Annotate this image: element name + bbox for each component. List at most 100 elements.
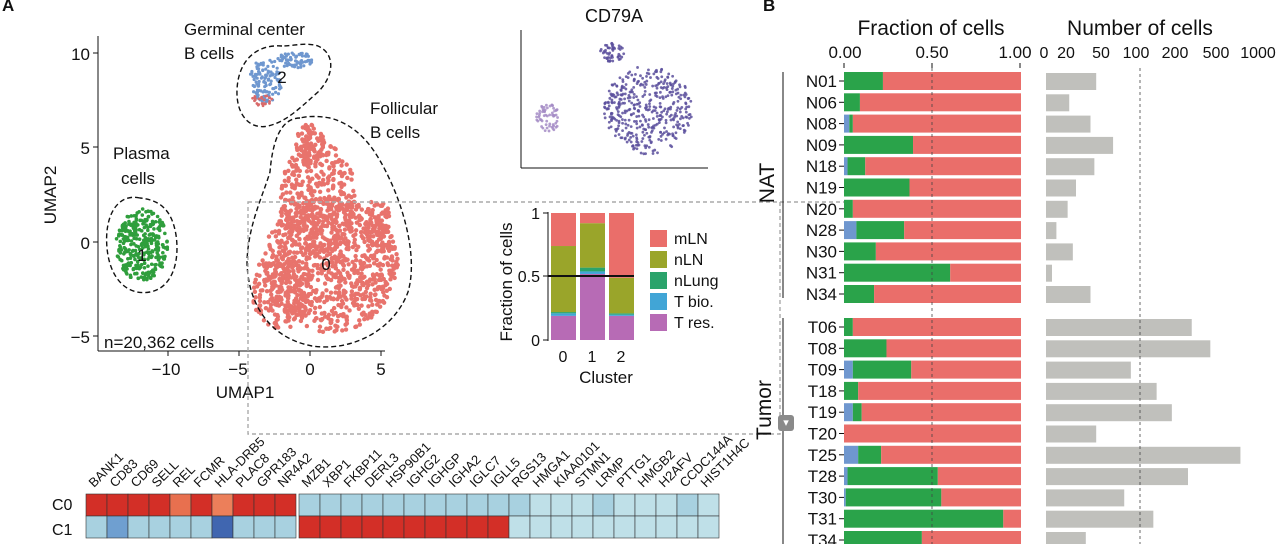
umap-point — [280, 54, 285, 58]
umap-point — [118, 257, 122, 262]
umap-point — [350, 211, 356, 217]
umap-point — [318, 317, 323, 322]
inset-point — [624, 126, 628, 130]
sample-label: N19 — [806, 179, 837, 198]
inset-point — [671, 132, 674, 136]
heatmap-cell — [361, 515, 384, 539]
inset-point — [643, 93, 647, 97]
umap-xtick-label: −5 — [228, 360, 247, 379]
heatmap-cell — [445, 515, 468, 539]
inset-point — [682, 131, 686, 134]
umap-point — [263, 76, 267, 80]
umap-point — [303, 122, 308, 128]
heatmap-cell — [190, 515, 213, 539]
inset-point — [610, 98, 614, 102]
inset-point — [647, 145, 651, 149]
umap-point — [129, 239, 134, 243]
inset-point — [623, 97, 627, 101]
umap-point — [146, 225, 150, 230]
umap-point — [260, 75, 264, 79]
umap-point — [375, 232, 380, 237]
umap-point — [263, 89, 267, 93]
number-tick-label: 20 — [1057, 45, 1075, 62]
umap-point — [375, 262, 380, 268]
umap-point — [254, 284, 260, 289]
umap-point — [296, 194, 302, 199]
inset-point — [667, 72, 671, 76]
umap-point — [285, 311, 291, 317]
number-tick-label: 100 — [1123, 45, 1150, 62]
number-bar — [1046, 468, 1188, 486]
inset-point — [641, 76, 645, 80]
umap-point — [365, 256, 371, 261]
umap-point — [150, 219, 155, 224]
inset-point — [607, 104, 611, 108]
inset-point — [626, 132, 630, 136]
inset-point — [618, 48, 622, 51]
inset-point — [643, 133, 646, 137]
umap-point — [335, 284, 341, 289]
number-bar — [1046, 286, 1091, 303]
umap-point — [306, 218, 312, 223]
inset-point — [650, 140, 653, 144]
inset-point — [635, 126, 639, 130]
inset-point — [630, 101, 634, 105]
inset-point — [640, 123, 644, 127]
umap-point — [314, 287, 319, 293]
umap-point — [279, 281, 284, 286]
umap-point — [344, 195, 349, 200]
umap-point — [307, 179, 312, 184]
umap-point — [279, 213, 284, 218]
inset-point — [614, 134, 617, 138]
umap-point — [332, 329, 337, 334]
umap-point — [126, 238, 131, 243]
umap-point — [295, 205, 300, 210]
umap-point — [330, 248, 335, 254]
umap-point — [295, 131, 301, 137]
heatmap-cell — [676, 493, 699, 517]
umap-xtick-label: −10 — [152, 360, 181, 379]
inset-point — [669, 83, 673, 86]
umap-point — [252, 77, 256, 82]
composition-bar-segment — [551, 315, 576, 340]
inset-point — [643, 80, 647, 84]
heatmap-cell — [508, 493, 531, 517]
inset-point — [540, 119, 544, 123]
inset-point — [637, 114, 641, 118]
umap-point — [288, 62, 292, 67]
umap-point — [358, 275, 363, 280]
inset-point — [665, 110, 669, 114]
umap-point — [252, 84, 256, 88]
inset-point — [538, 111, 542, 115]
umap-point — [329, 230, 334, 235]
umap-point — [350, 300, 356, 306]
umap-point — [367, 263, 373, 268]
umap-point — [154, 255, 158, 260]
chevron-down-icon[interactable]: ▾ — [778, 415, 794, 431]
umap-point — [253, 94, 257, 98]
inset-point — [632, 112, 635, 115]
fraction-bar-segment — [844, 242, 876, 261]
umap-point — [328, 290, 334, 295]
inset-point — [633, 146, 636, 150]
umap-ytick-label: 10 — [71, 45, 90, 64]
inset-point — [548, 124, 551, 128]
composition-ytick-label: 0.5 — [518, 269, 540, 286]
umap-point — [317, 189, 323, 194]
inset-point — [624, 87, 628, 91]
inset-point — [659, 113, 663, 117]
inset-point — [639, 119, 642, 123]
umap-point — [279, 221, 284, 227]
umap-point — [276, 303, 282, 308]
umap-point — [343, 212, 348, 217]
umap-point — [371, 261, 377, 266]
inset-point — [648, 105, 652, 108]
inset-point — [537, 113, 541, 117]
umap-point — [365, 234, 371, 240]
umap-point — [353, 207, 359, 212]
umap-point — [303, 217, 308, 222]
inset-point — [647, 118, 651, 122]
umap-point — [373, 292, 378, 297]
inset-point — [545, 106, 549, 110]
heatmap-cell — [424, 493, 447, 517]
